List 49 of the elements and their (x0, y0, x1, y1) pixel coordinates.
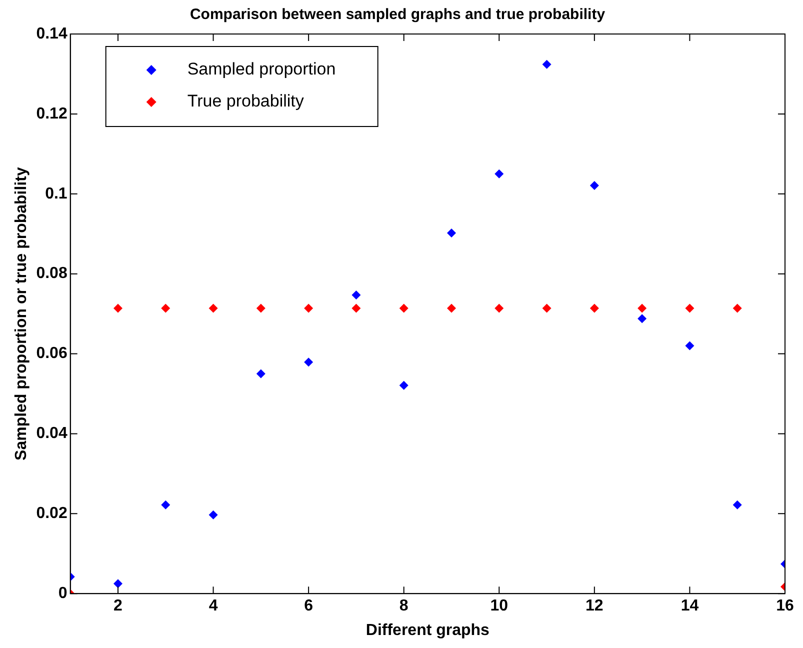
x-tick-label: 8 (399, 598, 408, 615)
chart-title: Comparison between sampled graphs and true probability (190, 6, 606, 24)
x-tick-label: 4 (208, 598, 218, 615)
point (494, 169, 504, 178)
point (446, 304, 456, 313)
point (113, 579, 122, 588)
y-axis-title: Sampled proportion or true probability (13, 167, 30, 460)
y-tick-label: 0.06 (36, 345, 68, 362)
point (161, 500, 170, 510)
point (446, 228, 456, 238)
point (494, 304, 504, 313)
point (256, 304, 266, 313)
point (685, 341, 694, 350)
x-tick-label: 16 (776, 598, 794, 615)
point (208, 510, 218, 520)
y-tick-label: 0.14 (36, 25, 68, 42)
y-tick-label: 0.02 (36, 505, 68, 522)
point (542, 304, 552, 313)
point (352, 290, 361, 300)
x-tick-label: 12 (586, 598, 604, 615)
point (685, 304, 694, 313)
x-tick-label: 10 (490, 598, 508, 615)
point (638, 314, 647, 324)
point (542, 60, 552, 69)
x-tick-label: 6 (304, 598, 314, 615)
point (732, 500, 742, 510)
point (304, 304, 314, 313)
y-tick-label: 0.12 (36, 105, 68, 122)
point (352, 304, 361, 313)
y-tick-label: 0.1 (45, 185, 68, 202)
point (590, 304, 599, 313)
y-tick-label: 0 (58, 585, 68, 602)
point (113, 304, 122, 313)
x-tick-label: 14 (680, 598, 699, 615)
x-axis-title: Different graphs (366, 622, 490, 639)
point (161, 304, 170, 313)
point (399, 380, 408, 390)
point (399, 304, 408, 313)
y-tick-label: 0.08 (36, 265, 68, 282)
legend-label: True probability (187, 92, 304, 111)
x-tick-label: 2 (114, 598, 123, 615)
point (590, 180, 599, 190)
y-tick-label: 0.04 (36, 425, 68, 442)
point (304, 358, 314, 367)
point (732, 304, 742, 313)
point (208, 304, 218, 313)
point (638, 304, 647, 313)
legend-label: Sampled proportion (187, 60, 336, 79)
point (256, 369, 266, 378)
